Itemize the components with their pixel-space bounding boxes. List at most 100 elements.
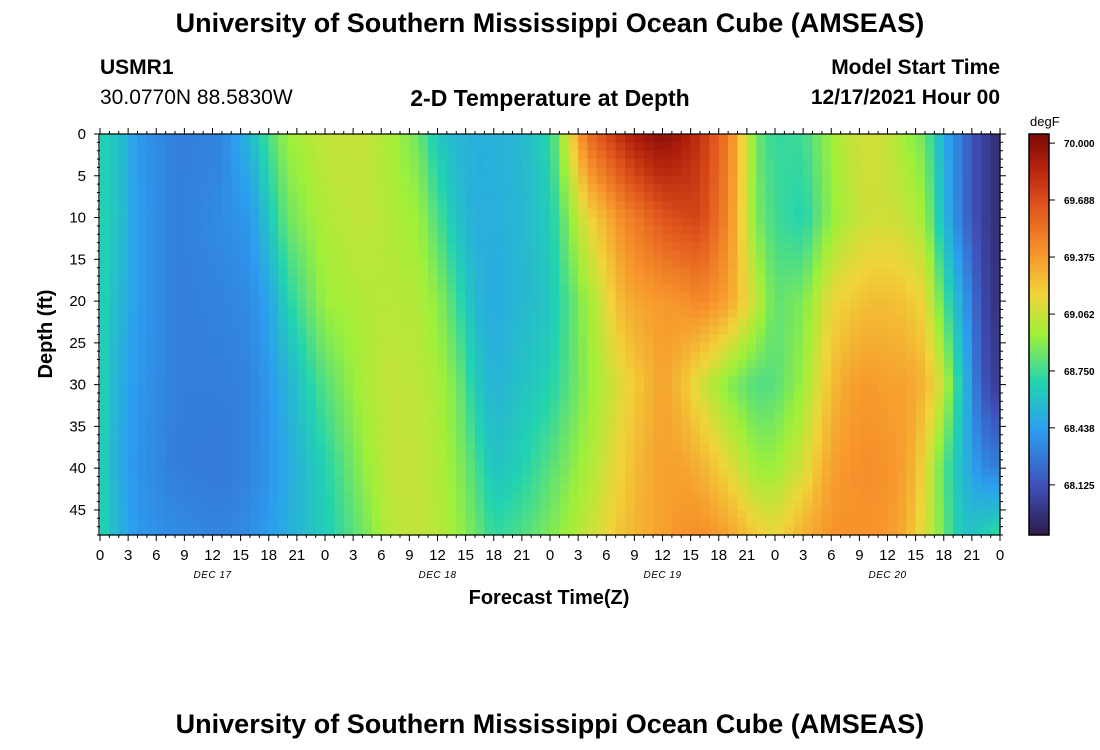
heat-cell	[878, 334, 889, 344]
heat-cell	[334, 259, 345, 269]
heat-cell	[484, 459, 495, 469]
heat-cell	[296, 200, 307, 210]
heat-cell	[193, 150, 204, 160]
heat-cell	[418, 476, 429, 486]
heat-cell	[231, 359, 242, 369]
heat-cell	[306, 234, 317, 244]
heat-cell	[981, 493, 992, 503]
heat-cell	[700, 242, 710, 252]
heat-cell	[681, 225, 692, 235]
heat-cell	[465, 376, 476, 386]
heat-cell	[606, 134, 617, 143]
heat-cell	[521, 367, 532, 377]
heat-cell	[868, 409, 879, 419]
heat-cell	[325, 484, 335, 494]
heat-cell	[531, 317, 542, 327]
heat-cell	[587, 150, 598, 160]
heat-cell	[943, 501, 954, 511]
heat-cell	[296, 250, 307, 260]
heat-cell	[400, 276, 410, 285]
heat-cell	[418, 409, 429, 419]
heat-cell	[718, 468, 729, 478]
heat-cell	[868, 451, 879, 461]
heat-cell	[765, 284, 776, 294]
heat-cell	[362, 217, 373, 227]
heat-cell	[259, 225, 270, 235]
heat-cell	[746, 484, 757, 494]
heat-cell	[250, 459, 260, 469]
heat-cell	[990, 418, 1001, 427]
heat-cell	[362, 468, 373, 478]
heat-cell	[128, 451, 139, 461]
heat-cell	[906, 267, 917, 277]
heat-cell	[896, 409, 907, 419]
heat-cell	[343, 175, 354, 185]
heat-cell	[259, 392, 270, 402]
heat-cell	[831, 426, 842, 436]
heat-cell	[381, 443, 392, 453]
heat-cell	[137, 301, 148, 311]
heat-cell	[803, 409, 814, 419]
heat-cell	[587, 284, 598, 294]
heat-cell	[362, 367, 373, 377]
heat-cell	[493, 376, 504, 386]
heat-cell	[812, 225, 823, 235]
heat-cell	[371, 401, 382, 411]
heat-cell	[259, 159, 270, 169]
heat-cell	[521, 326, 532, 336]
heat-cell	[184, 192, 195, 202]
heat-cell	[700, 451, 710, 461]
heat-cell	[728, 301, 739, 311]
heat-cell	[156, 359, 167, 369]
heat-cell	[521, 359, 532, 369]
heat-cell	[240, 526, 251, 536]
heat-cell	[681, 134, 692, 143]
heat-cell	[681, 367, 692, 377]
heat-cell	[484, 334, 495, 344]
heat-cell	[990, 451, 1001, 461]
heat-cell	[465, 242, 476, 252]
heat-cell	[437, 209, 448, 219]
heat-cell	[718, 276, 729, 285]
heat-cell	[709, 359, 720, 369]
heat-cell	[718, 159, 729, 169]
heat-cell	[446, 317, 457, 327]
heat-cell	[868, 334, 879, 344]
heat-cell	[709, 409, 720, 419]
heat-cell	[578, 301, 589, 311]
heat-cell	[156, 501, 167, 511]
heat-cell	[109, 259, 120, 269]
heat-cell	[746, 401, 757, 411]
heat-cell	[821, 351, 832, 361]
heat-cell	[859, 250, 870, 260]
heat-cell	[756, 342, 767, 352]
heat-cell	[343, 518, 354, 528]
heat-cell	[437, 434, 448, 444]
heat-cell	[606, 367, 617, 377]
heat-cell	[156, 493, 167, 503]
heat-cell	[521, 217, 532, 227]
heat-cell	[493, 518, 504, 528]
heat-cell	[728, 184, 739, 194]
heat-cell	[109, 434, 120, 444]
heat-cell	[315, 493, 326, 503]
heat-cell	[287, 401, 298, 411]
heat-cell	[512, 476, 523, 486]
heat-cell	[109, 384, 120, 394]
heat-cell	[821, 209, 832, 219]
heat-cell	[953, 150, 964, 160]
heat-cell	[165, 509, 176, 519]
heat-cell	[896, 501, 907, 511]
heat-cell	[765, 518, 776, 528]
heat-cell	[362, 418, 373, 427]
heat-cell	[718, 301, 729, 311]
heat-cell	[409, 409, 420, 419]
heat-cell	[334, 175, 345, 185]
heat-cell	[259, 418, 270, 427]
heat-cell	[212, 376, 223, 386]
heat-cell	[606, 209, 617, 219]
heat-cell	[315, 451, 326, 461]
heat-cell	[137, 493, 148, 503]
heat-cell	[625, 409, 635, 419]
heat-cell	[109, 426, 120, 436]
